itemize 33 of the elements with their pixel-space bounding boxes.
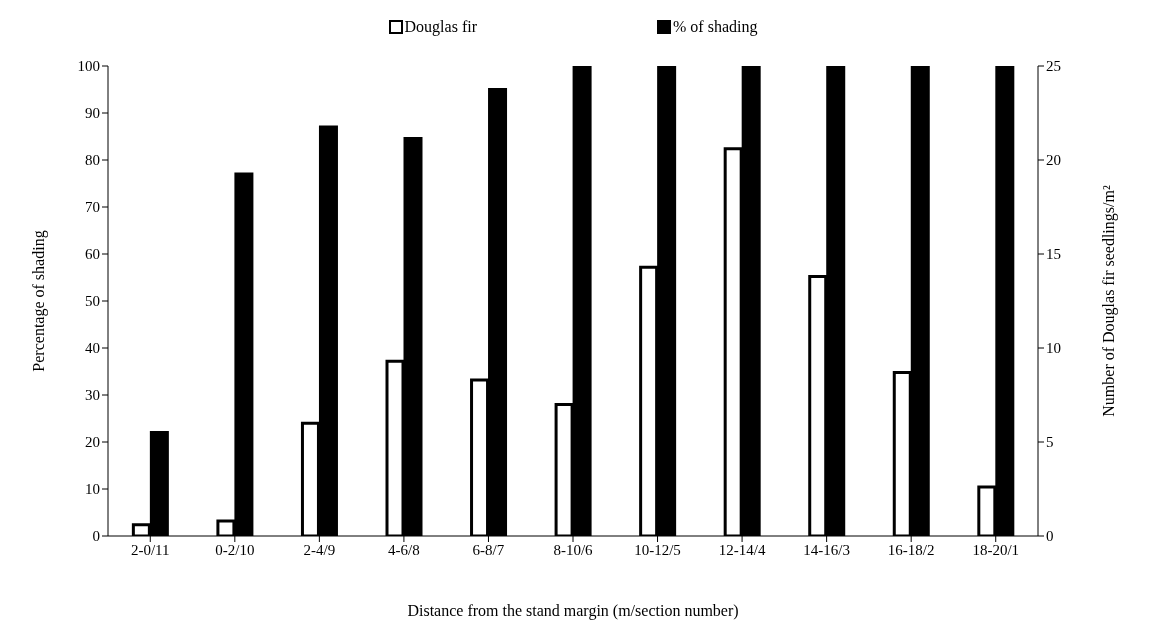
- y2-tick-label: 20: [1046, 152, 1061, 169]
- y-tick-label: 10: [85, 481, 100, 498]
- y-tick-label: 40: [85, 340, 100, 357]
- x-tick-label: 12-14/4: [718, 541, 766, 558]
- x-tick-label: 4-6/8: [388, 541, 420, 558]
- x-tick-label: 10-12/5: [634, 541, 681, 558]
- legend-label: % of shading: [672, 18, 758, 36]
- y2-tick-label: 5: [1046, 434, 1054, 451]
- y-tick-label: 50: [85, 293, 100, 310]
- y-axis-title: Percentage of shading: [29, 230, 48, 372]
- y-tick-label: 20: [85, 434, 100, 451]
- y-tick-label: 80: [85, 152, 100, 169]
- x-axis-title: Distance from the stand margin (m/section number): [407, 602, 739, 620]
- y2-tick-label: 15: [1046, 246, 1061, 263]
- y-tick-label: 0: [92, 528, 100, 545]
- x-tick-label: 14-16/3: [803, 541, 850, 558]
- x-tick-label: 2-4/9: [303, 541, 336, 558]
- x-tick-label: 6-8/7: [472, 541, 505, 558]
- legend-label: Douglas fir: [403, 18, 477, 36]
- x-tick-label: 8-10/6: [553, 541, 594, 558]
- y-tick-label: 30: [85, 387, 100, 404]
- y-tick-label: 100: [77, 58, 100, 75]
- y-tick-label: 70: [85, 199, 100, 216]
- y2-axis-title: Number of Douglas fir seedlings/m²: [1099, 185, 1118, 417]
- x-tick-label: 18-20/1: [972, 541, 1020, 558]
- y-tick-label: 60: [85, 246, 100, 263]
- x-tick-label: 2-0/11: [130, 541, 170, 558]
- y2-tick-label: 10: [1046, 340, 1061, 357]
- y2-tick-label: 0: [1046, 528, 1054, 545]
- x-tick-label: 16-18/2: [887, 541, 935, 558]
- x-tick-label: 0-2/10: [215, 541, 255, 558]
- y2-tick-label: 25: [1046, 58, 1061, 75]
- y-tick-label: 90: [85, 105, 100, 122]
